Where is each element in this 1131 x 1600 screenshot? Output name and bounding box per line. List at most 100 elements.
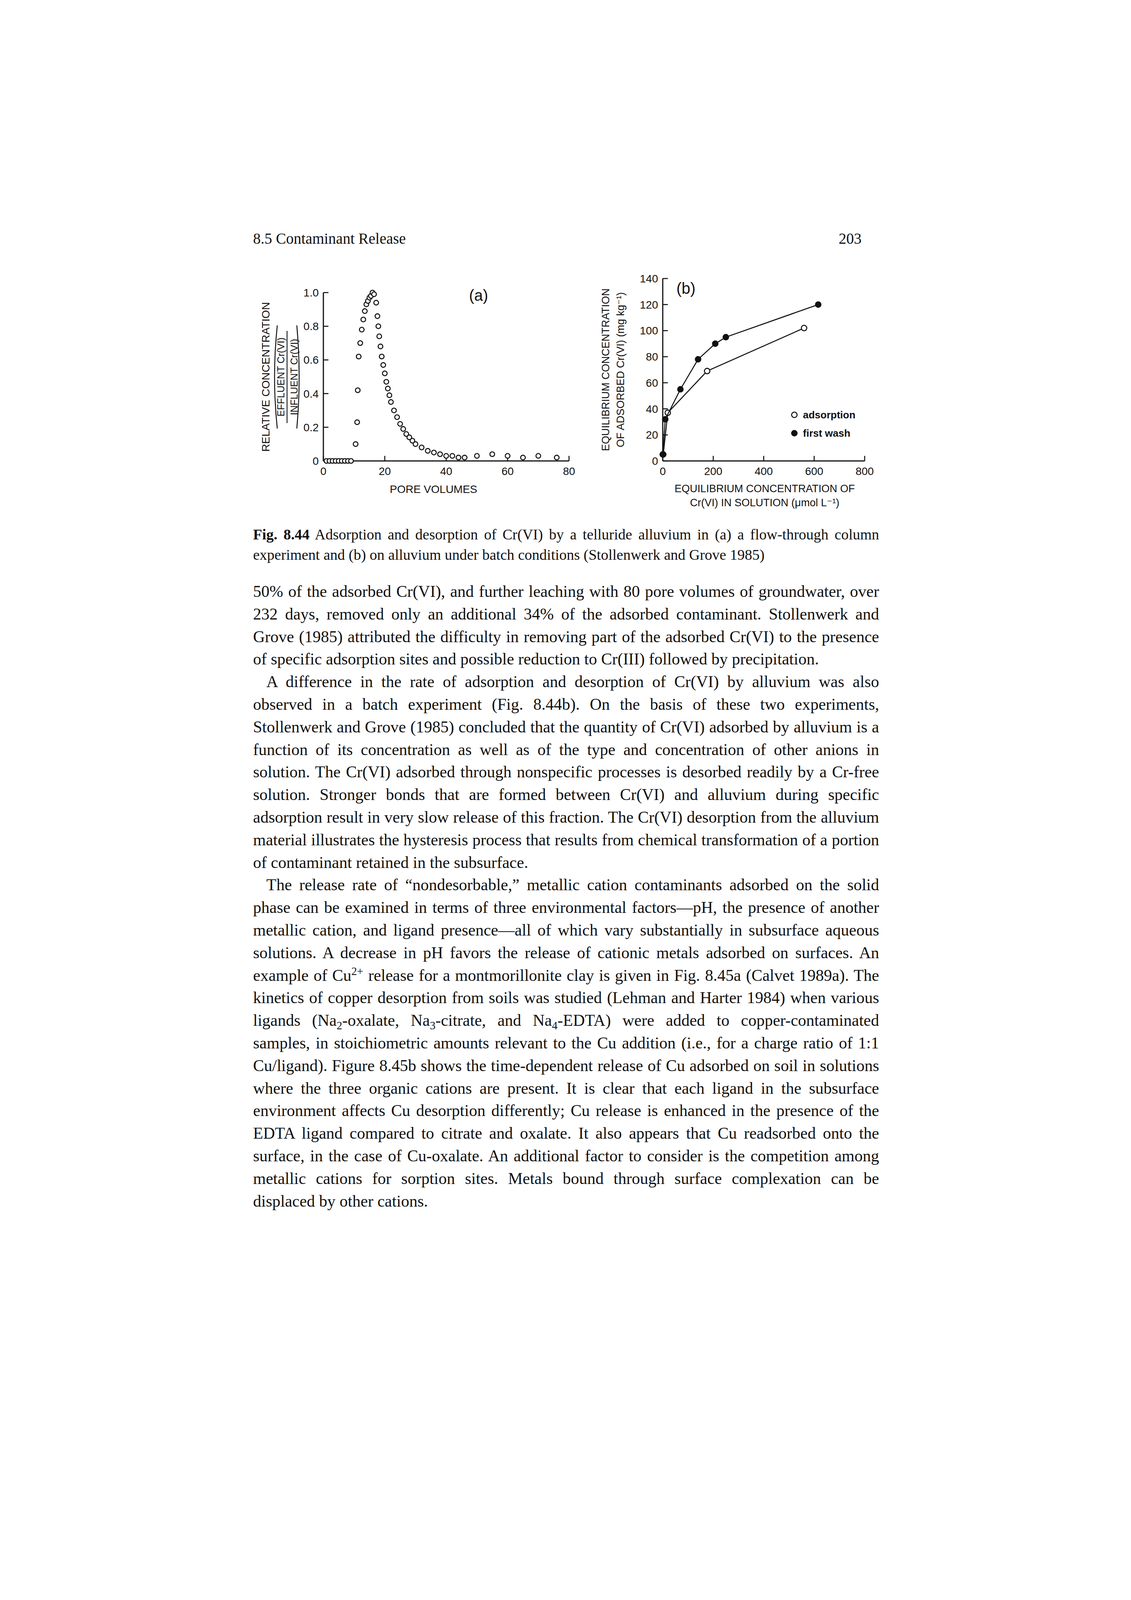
data-point — [554, 454, 560, 460]
data-point — [660, 451, 666, 457]
subscript: 4 — [551, 1019, 558, 1032]
x-axis-label: Cr(VI) IN SOLUTION (μmol L⁻¹) — [690, 496, 840, 509]
y-axis-label: EQUILIBRIUM CONCENTRATION — [599, 288, 612, 452]
data-point — [360, 317, 366, 322]
legend-label: first wash — [802, 427, 851, 439]
data-point — [382, 371, 388, 376]
page: 8.5 Contaminant Release203Fig. 8.44 Adso… — [0, 0, 1131, 1600]
data-point — [437, 451, 443, 457]
ratio-paren — [296, 325, 300, 429]
data-point — [489, 451, 495, 457]
chart: 02040608000.20.40.60.81.0(a)PORE VOLUMES… — [259, 286, 576, 496]
data-point — [695, 356, 701, 363]
data-point — [431, 449, 437, 455]
data-point — [362, 308, 368, 314]
y-tick — [323, 426, 329, 429]
y-tick — [662, 356, 668, 358]
y-tick-label: 80 — [645, 350, 659, 363]
figure: 02040608000.20.40.60.81.0(a)PORE VOLUMES… — [0, 0, 1131, 520]
x-axis-label: PORE VOLUMES — [389, 483, 478, 496]
data-point — [801, 325, 807, 331]
text-run: -EDTA) were added to copper-contaminated… — [253, 1011, 880, 1210]
data-point — [456, 454, 461, 460]
y-tick-label: 0 — [651, 454, 659, 468]
x-tick-label: 0 — [320, 465, 327, 478]
legend-marker — [791, 430, 798, 436]
data-point — [391, 408, 397, 413]
x-tick-label: 400 — [754, 465, 773, 478]
data-point — [383, 379, 389, 384]
data-point — [348, 458, 354, 464]
y-tick-label: 0.6 — [303, 353, 319, 366]
x-tick-label: 40 — [440, 465, 453, 478]
data-point — [353, 441, 359, 447]
x-tick-label: 60 — [501, 465, 514, 478]
data-point — [385, 386, 391, 391]
y-tick — [662, 303, 668, 306]
x-tick-label: 20 — [378, 465, 391, 478]
data-point — [449, 453, 455, 459]
header-left: 8.5 Contaminant Release — [253, 229, 406, 248]
data-point — [356, 354, 361, 359]
panel-title: (a) — [469, 286, 489, 304]
y-tick-label: 60 — [645, 376, 659, 389]
data-point — [535, 453, 541, 459]
data-point — [379, 354, 384, 359]
data-point — [355, 387, 361, 393]
data-point — [474, 453, 480, 459]
data-point — [357, 340, 363, 346]
y-axis — [322, 292, 325, 461]
data-point — [462, 454, 468, 460]
x-tick — [384, 455, 386, 461]
y-tick — [323, 392, 329, 395]
x-tick — [864, 455, 866, 461]
x-tick — [712, 455, 714, 461]
plot-area — [660, 301, 821, 458]
panel-title: (b) — [676, 279, 696, 297]
x-tick — [763, 455, 765, 461]
y-tick-label: 20 — [645, 428, 659, 441]
data-point — [359, 327, 364, 332]
x-tick — [568, 455, 570, 461]
data-point — [815, 301, 821, 308]
y-tick — [323, 359, 329, 361]
legend: adsorptionfirst wash — [791, 408, 856, 439]
y-tick-label: 140 — [639, 272, 659, 285]
x-tick-label: 80 — [562, 465, 575, 478]
y-tick-label: 0.4 — [303, 387, 319, 400]
data-point — [380, 362, 386, 368]
y-tick — [323, 292, 329, 294]
y-axis — [662, 278, 664, 461]
y-ratio-numerator: EFFLUENT Cr(VI) — [275, 337, 287, 417]
chart: 0200400600800020406080100120140(b)EQUILI… — [599, 272, 874, 509]
subscript: 3 — [429, 1019, 436, 1032]
data-point — [378, 344, 383, 349]
data-point — [520, 454, 526, 460]
y-tick-label: 100 — [639, 324, 659, 337]
x-tick — [813, 455, 815, 461]
text-run: -citrate, and Na — [435, 1011, 552, 1030]
x-tick-label: 0 — [659, 465, 666, 478]
y-tick-label: 40 — [645, 403, 659, 416]
data-point — [704, 368, 710, 374]
data-point — [723, 334, 729, 340]
data-point — [387, 392, 392, 398]
data-point — [373, 300, 379, 306]
data-point — [505, 453, 511, 459]
superscript: 2+ — [351, 965, 364, 978]
y-tick — [662, 460, 668, 462]
data-point — [374, 313, 380, 319]
page-number: 203 — [838, 229, 862, 248]
legend-marker — [791, 412, 798, 418]
subscript: 2 — [336, 1019, 343, 1032]
x-axis-label: EQUILIBRIUM CONCENTRATION OF — [674, 482, 855, 495]
caption-text: Adsorption and desorption of Cr(VI) by a… — [253, 526, 880, 563]
data-point — [388, 399, 394, 405]
ratio-paren — [274, 325, 278, 429]
text-run: A difference in the rate of adsorption a… — [253, 672, 880, 871]
text-run: -oxalate, Na — [342, 1011, 430, 1030]
data-point — [662, 416, 668, 422]
y-tick — [662, 330, 668, 332]
y-ratio-denominator: INFLUENT Cr(VI) — [288, 338, 300, 415]
data-point — [376, 333, 382, 339]
